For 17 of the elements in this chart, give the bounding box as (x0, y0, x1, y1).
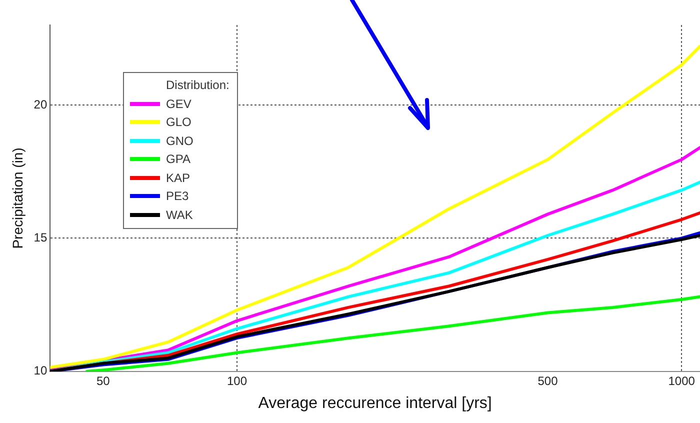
x-tick-label: 50 (96, 374, 110, 388)
y-tick-label: 20 (34, 97, 48, 112)
x-axis-title: Average reccurence interval [yrs] (258, 394, 492, 412)
legend-title: Distribution: (165, 77, 230, 94)
x-tick-label: 1000 (668, 374, 696, 388)
legend-label: GEV (166, 96, 192, 112)
legend-label: PE3 (166, 188, 189, 205)
legend-label: GPA (166, 151, 190, 168)
y-tick-label: 10 (34, 364, 48, 378)
legend-label: KAP (166, 170, 190, 186)
y-axis-title: Precipitation (in) (9, 148, 26, 249)
x-tick-label: 100 (226, 374, 248, 388)
x-tick-label: 500 (538, 374, 558, 388)
legend-label: WAK (166, 206, 193, 224)
legend-label: GNO (166, 132, 194, 150)
y-tick-label: 15 (34, 230, 48, 244)
legend-label: GLO (166, 114, 192, 131)
